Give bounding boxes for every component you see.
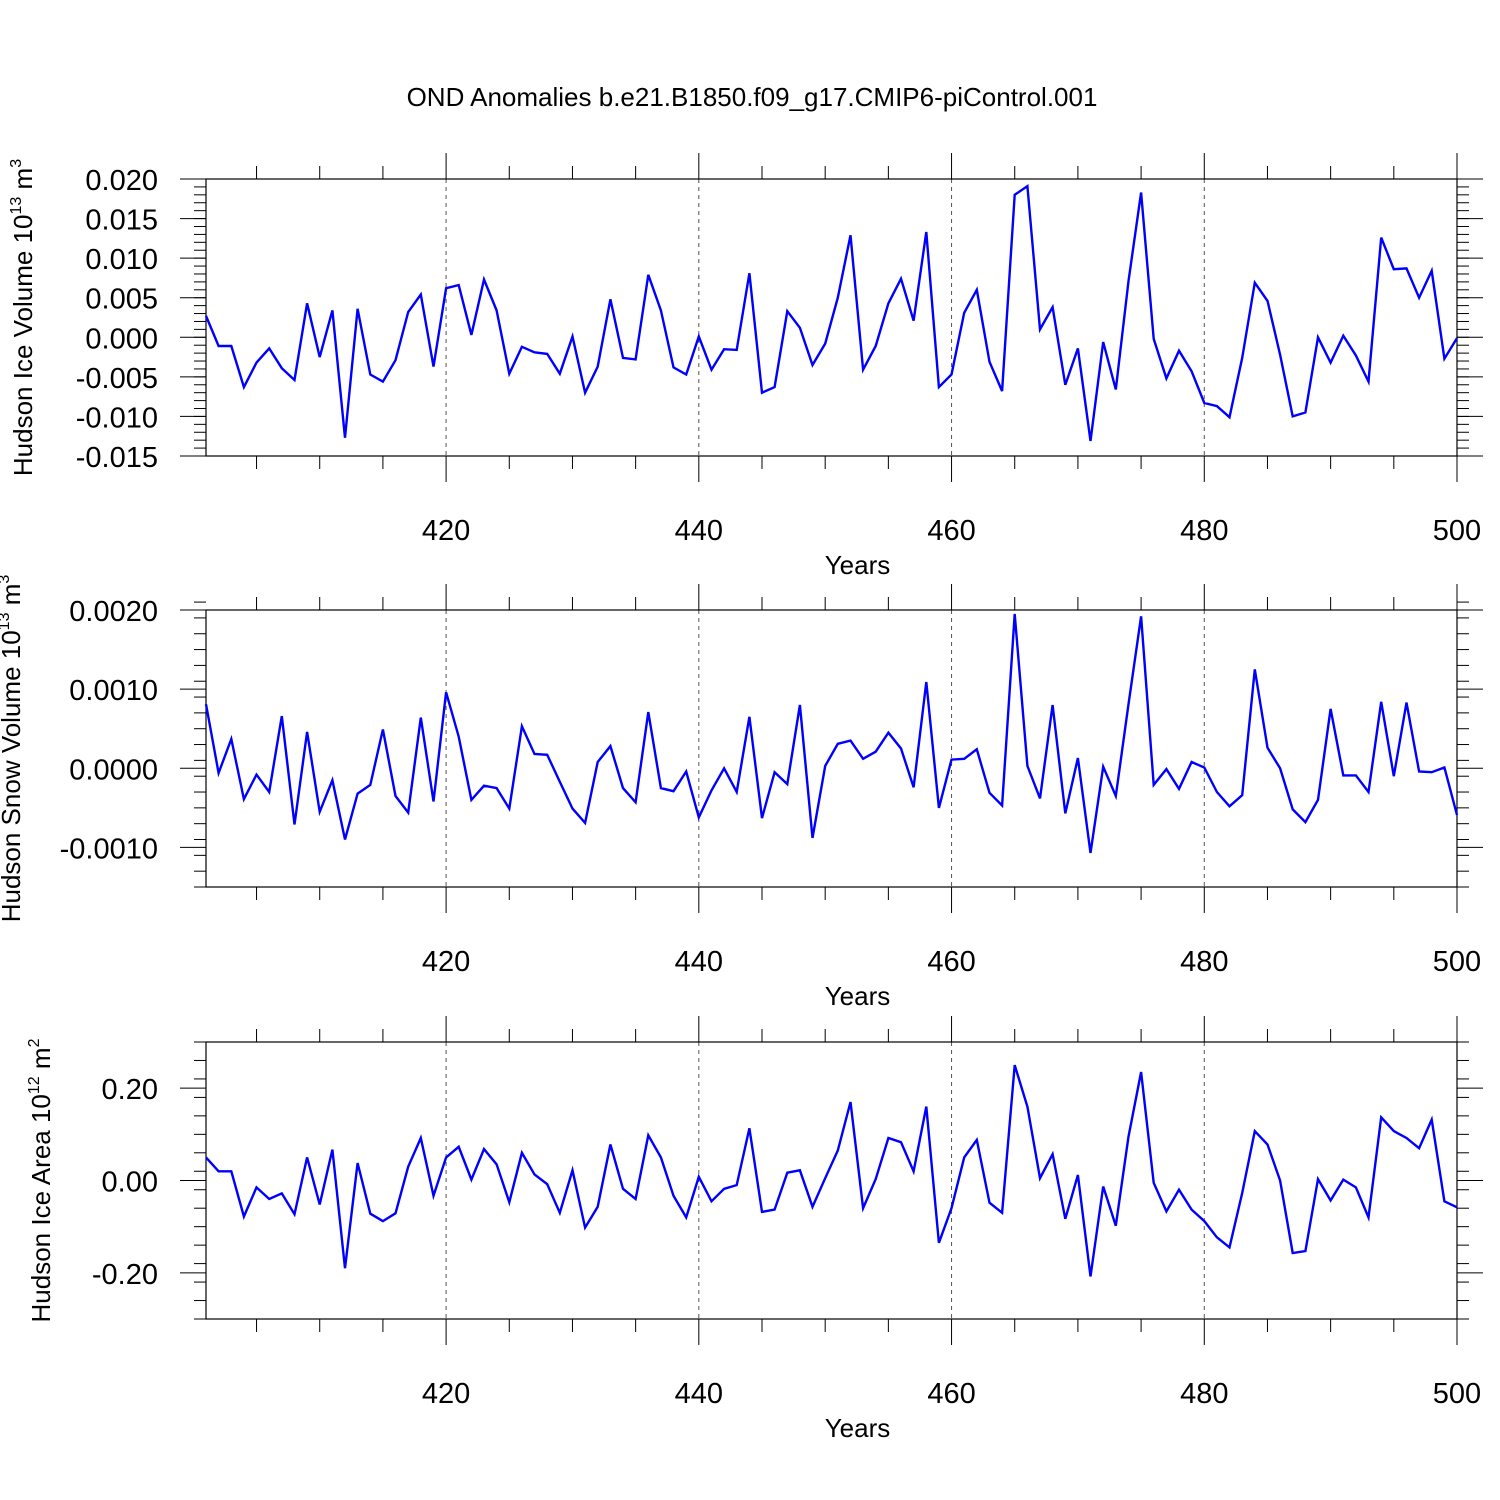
x-tick-label: 480 <box>1180 946 1228 978</box>
x-axis-label: Years <box>825 550 891 580</box>
x-tick-label: 480 <box>1180 1378 1228 1410</box>
panel-3: 420 440 460 480 500 Years -0.20 0.00 0.20 Hudson … <box>26 1016 1483 1443</box>
x-tick-label: 500 <box>1433 1378 1481 1410</box>
y-axis-label-part: Hudson Ice Volume 10 <box>8 214 38 476</box>
x-tick-label: 440 <box>675 515 723 547</box>
y-axis-label: Hudson Ice Volume 1013 m3 <box>8 159 38 476</box>
y-axis-label-part: m <box>0 584 26 613</box>
y-axis-label: Hudson Ice Area 1012 m2 <box>26 1038 56 1322</box>
x-axis-label: Years <box>825 981 891 1011</box>
y-axis-label-part: 13 <box>0 612 13 630</box>
x-tick-label: 480 <box>1180 515 1228 547</box>
plot-frame <box>205 1041 1458 1320</box>
y-tick-label: 0.000 <box>85 323 158 355</box>
y-tick-label: -0.015 <box>76 442 158 474</box>
y-axis-label-part: 3 <box>0 575 13 584</box>
y-tick-label: -0.20 <box>92 1259 158 1291</box>
y-tick-label: 0.0020 <box>69 596 158 628</box>
y-axis-label-part: 12 <box>26 1076 43 1094</box>
x-tick-label: 460 <box>927 946 975 978</box>
y-tick-label: 0.020 <box>85 165 158 197</box>
y-tick-label: -0.005 <box>76 363 158 395</box>
panel-2: 420 440 460 480 500 Years -0.0010 0.0000 0.0010 0… <box>0 575 1483 1011</box>
x-tick-label: 440 <box>675 1378 723 1410</box>
y-tick-label: 0.015 <box>85 205 158 237</box>
y-axis-label-part: m <box>26 1047 56 1076</box>
y-axis-label-part: 2 <box>26 1038 43 1047</box>
y-tick-label: -0.010 <box>76 402 158 434</box>
x-tick-label: 500 <box>1433 515 1481 547</box>
y-tick-label: -0.0010 <box>60 833 158 865</box>
y-tick-label: 0.010 <box>85 244 158 276</box>
x-tick-label: 440 <box>675 946 723 978</box>
panel-1: 420 440 460 480 500 Years -0.015 -0.010 -0.005 0.… <box>8 153 1483 580</box>
y-axis-label-part: 13 <box>8 197 25 215</box>
x-tick-label: 460 <box>927 515 975 547</box>
y-tick-label: 0.0010 <box>69 675 158 707</box>
y-axis-label-part: Hudson Snow Volume 10 <box>0 630 26 922</box>
x-tick-label: 420 <box>422 1378 470 1410</box>
y-axis-label: Hudson Snow Volume 1013 m3 <box>0 575 26 923</box>
x-tick-label: 420 <box>422 946 470 978</box>
y-tick-label: 0.00 <box>102 1167 158 1199</box>
y-axis-label-part: 3 <box>8 159 25 168</box>
x-axis-label: Years <box>825 1413 891 1443</box>
series-line <box>204 613 1459 854</box>
chart-title: OND Anomalies b.e21.B1850.f09_g17.CMIP6-… <box>407 82 1098 112</box>
y-tick-label: 0.005 <box>85 284 158 316</box>
y-axis-label-part: Hudson Ice Area 10 <box>26 1094 56 1322</box>
x-tick-label: 460 <box>927 1378 975 1410</box>
plot-frame <box>205 609 1458 888</box>
x-tick-label: 500 <box>1433 946 1481 978</box>
series-line <box>204 183 1459 442</box>
series-line <box>205 1064 1458 1277</box>
y-tick-label: 0.20 <box>102 1074 158 1106</box>
y-axis-label-part: m <box>8 168 38 197</box>
y-tick-label: 0.0000 <box>69 754 158 786</box>
x-tick-label: 420 <box>422 515 470 547</box>
chart-panels: 420 440 460 480 500 Years -0.015 -0.010 -0.005 0.… <box>0 153 1483 1443</box>
